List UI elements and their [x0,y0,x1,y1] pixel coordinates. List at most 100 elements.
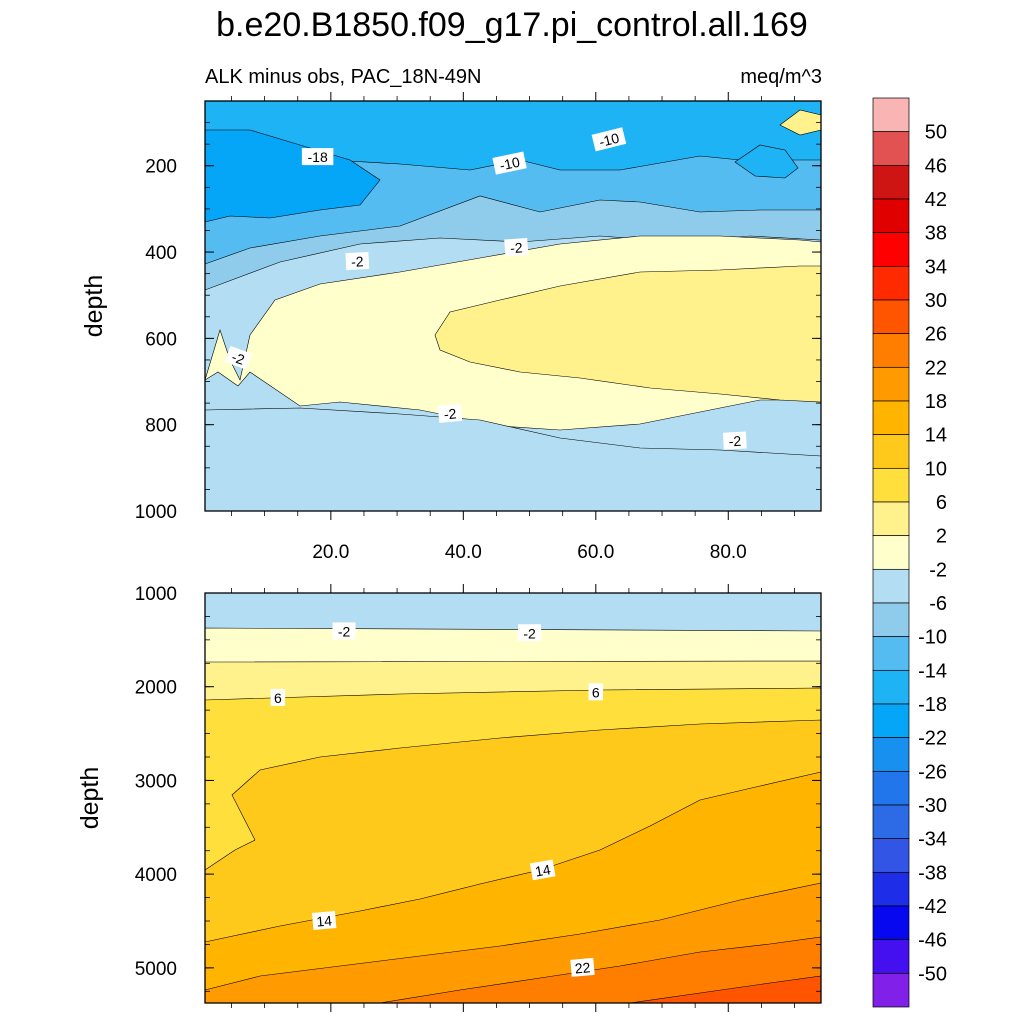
y-tick-label: 5000 [135,959,177,980]
upper-ylabel: depth [80,275,108,338]
lower-labels: -2 -2 6 6 14 14 22 [270,622,604,977]
colorbar-swatch [872,333,910,368]
colorbar-swatch [872,636,910,671]
contour-label: 14 [529,859,556,881]
contour-label: 6 [588,683,604,701]
contour-label: -2 [332,622,356,640]
x-tick-label: 60.0 [577,542,614,563]
contour-label-bg [504,237,529,257]
colorbar-label: 26 [925,324,947,346]
colorbar-swatch [872,535,910,570]
contour-label-bg [588,683,604,701]
colorbar-swatch [872,198,910,234]
contour-label-bg [570,957,595,977]
contour-label: 6 [270,688,286,706]
colorbar-label: 38 [925,223,947,245]
colorbar-label: -6 [929,593,947,615]
contour-label: -2 [504,237,529,257]
lower-ylabel: depth [76,767,104,830]
colorbar-swatch [872,804,910,840]
colorbar-label: -34 [918,829,947,851]
colorbar-swatch [872,501,910,537]
upper-ticks: 200 400 600 800 1000 20.0 40.0 60.0 80.0 [135,92,821,563]
x-tick-label: 80.0 [710,542,747,563]
contour-label: 14 [311,911,337,930]
chart-units: meq/m^3 [740,66,822,88]
contour-label: -10 [591,127,627,152]
colorbar-swatch [872,703,910,739]
colorbar-swatch [872,299,910,335]
contour-label: -2 [437,403,463,423]
colorbar-swatch [872,467,910,503]
chart-title: b.e20.B1850.f09_g17.pi_control.all.169 [216,6,808,44]
contour-label: 22 [570,957,595,977]
y-tick-label: 3000 [135,771,177,792]
contour-label-bg [591,127,627,152]
y-tick-label: 200 [145,157,177,178]
chart-subtitle-left: ALK minus obs, PAC_18N-49N [205,66,481,88]
y-tick-label: 4000 [135,865,177,886]
colorbar-swatch [872,602,910,638]
colorbar-swatch [872,232,910,267]
y-tick-label: 2000 [135,678,177,699]
colorbar-swatch [872,838,910,873]
contour-label-text: -18 [307,149,327,165]
colorbar-swatch [872,905,910,941]
colorbar-swatch [872,568,910,604]
colorbar-swatch [872,97,910,133]
y-tick-label: 1000 [135,502,177,523]
contour-label-bg [270,688,286,706]
colorbar-label: 18 [925,391,947,413]
contour-label-text: -2 [351,253,364,270]
colorbar-swatch [872,972,910,1008]
colorbar-label: -30 [918,795,947,817]
contour-label-bg [518,624,542,642]
contour-label-text: -2 [523,625,536,641]
contour-label-bg [722,431,747,450]
contour-label-text: 22 [574,959,591,976]
colorbar-label: 34 [925,256,947,278]
contour-label: -10 [492,151,527,175]
lower-panel: 1000 2000 3000 4000 5000 -2 -2 6 6 14 14 22 depth [76,584,822,1012]
colorbar-swatch [872,939,910,974]
colorbar-label: 2 [936,526,947,548]
colorbar-label: -18 [918,694,947,716]
contour-label-text: -10 [498,154,521,174]
contour-label: -2 [345,251,370,271]
colorbar-swatch [872,434,910,469]
contour-label-text: -2 [230,349,247,368]
lower-frame [204,592,822,1004]
contour-label-bg [332,622,356,640]
colorbar-label: -2 [929,559,947,581]
colorbar-label: -26 [918,761,947,783]
upper-frame [204,100,822,512]
colorbar-swatch [872,669,910,705]
colorbar-swatch [872,737,910,772]
lower-ticks: 1000 2000 3000 4000 5000 [135,584,821,1012]
colorbar-label: -14 [918,660,947,682]
colorbar-swatch [872,366,910,402]
colorbar-label: 14 [925,425,947,447]
colorbar-label: 50 [925,122,947,144]
contour-label-text: 14 [534,861,552,879]
upper-contour-minus18 [204,129,381,223]
y-tick-label: 1000 [135,584,177,605]
contour-label: -2 [722,431,747,450]
x-tick-label: 40.0 [445,542,482,563]
contour-label-bg [345,251,370,271]
contour-label-bg [437,403,463,423]
colorbar-label: -42 [918,896,947,918]
colorbar-swatch [872,131,910,166]
colorbar-label: -22 [918,728,947,750]
y-tick-label: 800 [145,416,177,437]
contour-label-text: 14 [316,912,333,929]
x-tick-label: 20.0 [312,542,349,563]
y-tick-label: 400 [145,243,177,264]
colorbar-swatch [872,871,910,907]
colorbar-swatch [872,770,910,806]
colorbar-swatch [872,164,910,200]
contour-label-bg [529,859,556,881]
